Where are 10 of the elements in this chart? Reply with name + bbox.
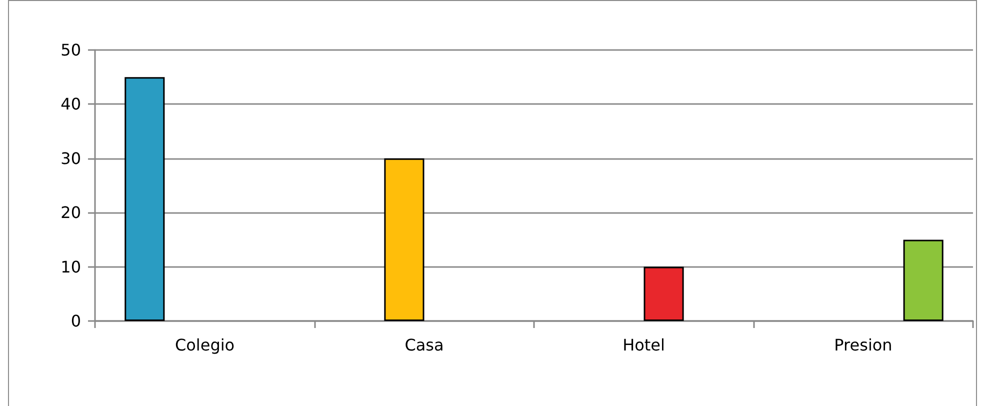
x-tick-label: Casa	[404, 336, 444, 354]
x-tick-label: Colegio	[174, 336, 235, 354]
x-tick-label: Hotel	[622, 336, 665, 354]
y-tick-label: 0	[70, 312, 81, 330]
y-tick-label: 20	[60, 203, 81, 222]
y-tick-label: 10	[60, 257, 81, 276]
x-tick-label: Presion	[834, 336, 892, 354]
y-tick-label: 50	[60, 40, 81, 60]
y-tick-label: 40	[60, 94, 81, 114]
y-tick-label: 30	[60, 148, 81, 168]
